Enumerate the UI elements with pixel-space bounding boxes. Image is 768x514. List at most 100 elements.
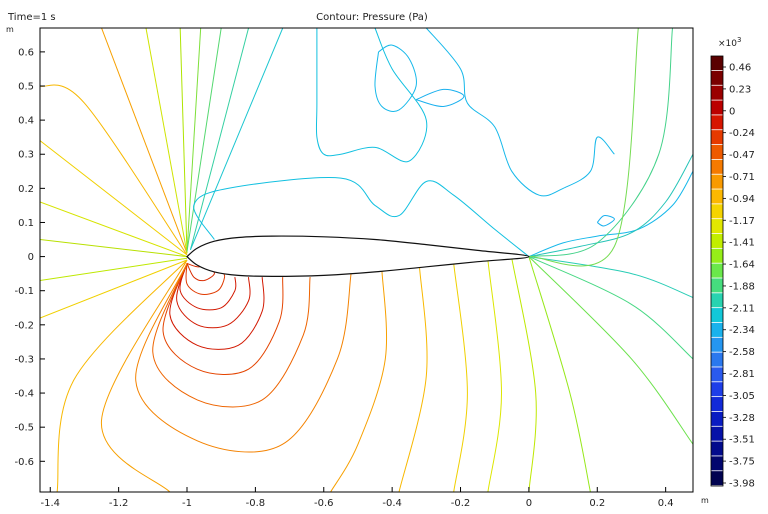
colorbar-tick-label: -2.81 [729,369,755,380]
colorbar-swatch [711,382,723,397]
y-tick-label: 0.4 [18,116,34,127]
contour-line-12 [40,259,188,319]
contour-line-40 [528,28,673,258]
x-tick-label: 0 [526,498,532,509]
contour-line-20 [528,256,693,298]
x-tick-label: 0.2 [589,498,605,509]
colorbar-swatch [711,293,723,308]
colorbar-swatch [711,56,723,71]
contour-line-4 [169,263,265,350]
x-unit-label: m [701,496,709,505]
colorbar-tick-label: -1.64 [729,260,755,271]
colorbar-swatch [711,189,723,204]
colorbar-tick-label: -2.34 [729,325,755,336]
colorbar-swatch [711,397,723,412]
contour-line-37 [528,171,693,258]
y-tick-label: -0.2 [14,320,34,331]
contour-line-30 [189,28,250,250]
colorbar-tick-label: 0.23 [729,84,751,95]
colorbar-swatch [711,159,723,174]
contour-line-22 [40,201,188,258]
colorbar: 0.46 0.23 0 -0.24 -0.47 -0.71 -0.94 -1.17 -1.41 -… [710,55,755,490]
colorbar-swatch [711,130,723,145]
contour-line-31 [189,28,284,250]
y-tick-label: 0.5 [18,82,34,93]
colorbar-tick-label: -1.88 [729,281,755,292]
contour-line-21 [40,239,188,258]
contour-line-7 [135,263,352,453]
contour-line-41 [528,28,639,267]
colorbar-tick-label: -0.71 [729,172,755,183]
contour-line-14 [487,259,503,492]
colorbar-swatch [711,278,723,293]
contour-line-19 [528,256,693,360]
contour-line-39 [528,153,693,258]
contour-line-36 [425,28,615,197]
contour-line-34 [374,44,417,112]
contour-line-8 [100,259,188,492]
colorbar-multiplier: ×103 [718,36,741,49]
colorbar-swatch [711,471,723,486]
airfoil-outline [186,235,530,278]
colorbar-swatch [711,174,723,189]
contour-line-32 [193,177,530,257]
contour-line-5 [162,263,284,375]
contour-line-16 [511,258,537,492]
plot-frame [39,27,694,493]
time-label: Time=1 s [7,12,56,23]
contour-layer [40,28,693,492]
y-unit-label: m [6,25,14,34]
x-tick-label: 0.4 [658,498,674,509]
colorbar-tick-label: -3.51 [729,435,755,446]
colorbar-swatch [711,70,723,85]
colorbar-tick-label: -3.28 [729,413,755,424]
contour-line-24 [40,84,188,256]
contour-line-28 [186,28,202,252]
contour-line-33 [315,28,428,163]
y-tick-label: -0.6 [14,457,34,468]
colorbar-tick-label: -3.75 [729,457,755,468]
y-tick-label: -0.1 [14,286,34,297]
colorbar-swatch [711,115,723,130]
colorbar-swatch [711,204,723,219]
contour-line-15 [40,257,188,281]
colorbar-tick-label: -2.11 [729,303,755,314]
plot-title: Contour: Pressure (Pa) [316,12,428,23]
x-tick-label: -0.8 [246,498,266,509]
contour-line-0 [186,262,215,282]
contour-line-23 [40,140,188,256]
colorbar-swatch [711,322,723,337]
colorbar-swatch [711,308,723,323]
colorbar-swatch [711,456,723,471]
x-tick-label: -1 [182,498,192,509]
colorbar-swatch [711,367,723,382]
contour-line-13 [453,263,468,492]
contour-line-18 [528,256,693,445]
colorbar-tick-label: -2.58 [729,347,755,358]
y-tick-label: -0.5 [14,423,34,434]
colorbar-tick-label: -1.17 [729,216,755,227]
colorbar-swatch [711,85,723,100]
contour-line-9 [330,270,388,492]
contour-line-25 [101,28,188,254]
colorbar-swatch [711,411,723,426]
colorbar-swatch [711,352,723,367]
contour-line-26 [145,28,188,254]
colorbar-tick-label: 0.46 [729,63,751,74]
colorbar-swatch [711,233,723,248]
colorbar-tick-label: -0.47 [729,150,755,161]
contour-line-38 [596,215,615,227]
y-tick-label: 0.3 [18,150,34,161]
y-tick-label: 0.1 [18,218,34,229]
contour-line-6 [152,263,311,408]
contour-line-1 [185,263,226,295]
colorbar-tick-label: -3.05 [729,391,755,402]
contour-line-17 [528,256,591,492]
colorbar-tick-label: 0 [729,106,735,117]
x-tick-label: -1.2 [109,498,129,509]
contour-line-10 [56,259,188,492]
x-tick-label: -0.4 [382,498,402,509]
x-tick-label: -1.4 [40,498,60,509]
